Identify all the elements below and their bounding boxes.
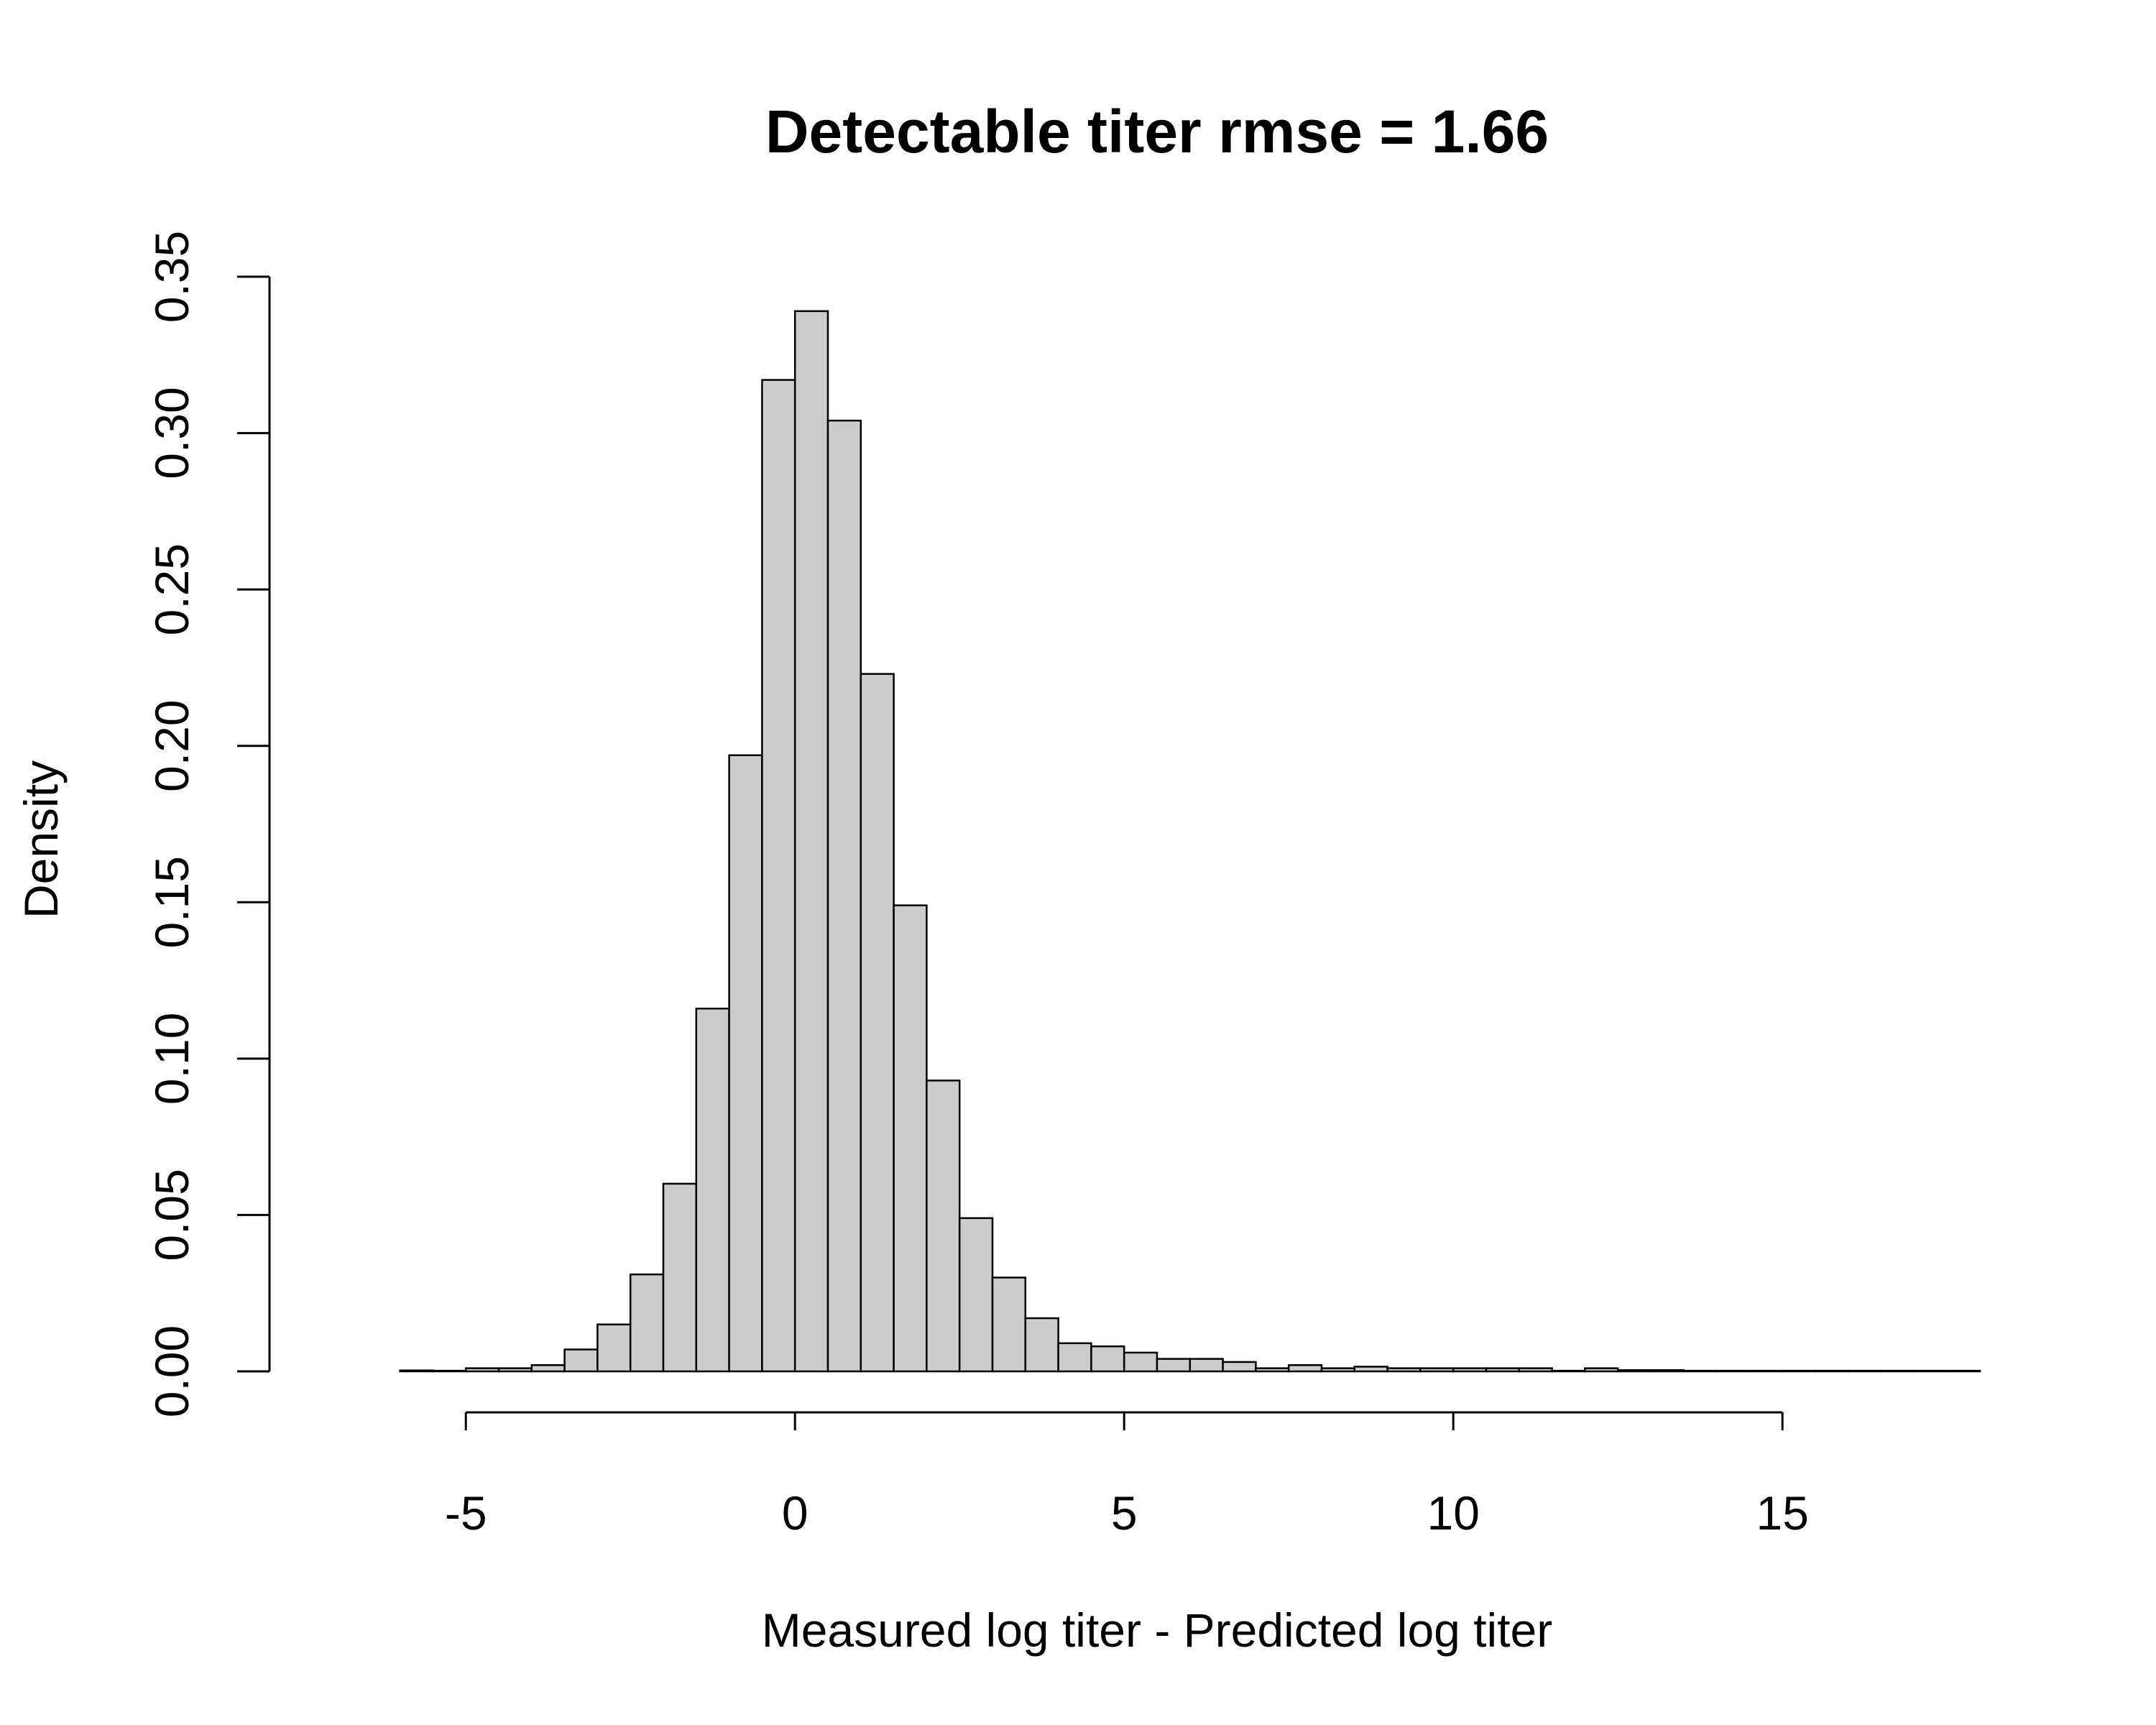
histogram-bar — [1222, 1361, 1257, 1373]
histogram-bar — [1452, 1367, 1488, 1373]
histogram-bar — [793, 310, 829, 1373]
histogram-bars — [399, 310, 1981, 1373]
histogram-bar — [563, 1348, 599, 1373]
histogram-bar — [695, 1007, 730, 1373]
histogram-bar — [926, 1080, 961, 1373]
y-tick-label: 0.25 — [145, 543, 198, 635]
x-axis: -5 0 5 10 15 — [445, 1411, 1809, 1540]
y-tick-label: 0.10 — [145, 1013, 198, 1105]
y-tick-label: 0.35 — [145, 231, 198, 323]
histogram-bar — [1057, 1342, 1092, 1373]
histogram-bar — [1090, 1345, 1125, 1373]
histogram-bar — [1518, 1367, 1553, 1373]
chart-title: Detectable titer rmse = 1.66 — [765, 98, 1549, 165]
histogram-bar — [1485, 1367, 1521, 1373]
histogram-bar — [826, 419, 862, 1373]
histogram-bar — [893, 904, 928, 1373]
x-tick-label: 5 — [1111, 1486, 1138, 1540]
histogram-bar — [1353, 1366, 1388, 1373]
histogram-bar — [1156, 1358, 1192, 1373]
histogram-bar — [1189, 1358, 1224, 1373]
histogram-bar — [761, 379, 796, 1373]
histogram-bar — [1649, 1369, 1685, 1373]
y-axis-label: Density — [14, 760, 68, 919]
y-tick-label: 0.20 — [145, 699, 198, 791]
y-tick-label: 0.30 — [145, 387, 198, 479]
histogram-bar — [1255, 1367, 1290, 1373]
histogram-bar — [596, 1323, 632, 1373]
histogram-bar — [860, 673, 895, 1373]
histogram-bar — [1386, 1367, 1422, 1373]
x-tick-label: 15 — [1756, 1486, 1808, 1540]
histogram-bar — [1616, 1369, 1652, 1373]
x-axis-label: Measured log titer - Predicted log titer — [762, 1604, 1553, 1657]
histogram-bar — [1320, 1367, 1356, 1373]
histogram-bar — [1584, 1367, 1619, 1373]
histogram-bar — [1024, 1317, 1059, 1373]
histogram-bar — [497, 1367, 533, 1373]
histogram-bar — [530, 1364, 566, 1373]
x-tick-label: 10 — [1427, 1486, 1479, 1540]
histogram-bar — [991, 1276, 1027, 1373]
histogram-bar — [662, 1182, 698, 1373]
x-tick-label: -5 — [445, 1486, 487, 1540]
y-tick-label: 0.05 — [145, 1169, 198, 1261]
histogram-bar — [728, 754, 763, 1373]
histogram-bar — [629, 1273, 665, 1373]
histogram-bar — [1419, 1367, 1455, 1373]
y-tick-label: 0.15 — [145, 856, 198, 948]
y-axis: 0.00 0.05 0.10 0.15 0.20 0.25 0.30 0.35 — [145, 231, 271, 1417]
histogram-bar — [958, 1217, 994, 1373]
x-tick-label: 0 — [782, 1486, 808, 1540]
histogram-bar — [1123, 1351, 1158, 1373]
histogram-bar — [1287, 1364, 1323, 1373]
histogram-bar — [464, 1367, 500, 1373]
y-tick-label: 0.00 — [145, 1325, 198, 1417]
